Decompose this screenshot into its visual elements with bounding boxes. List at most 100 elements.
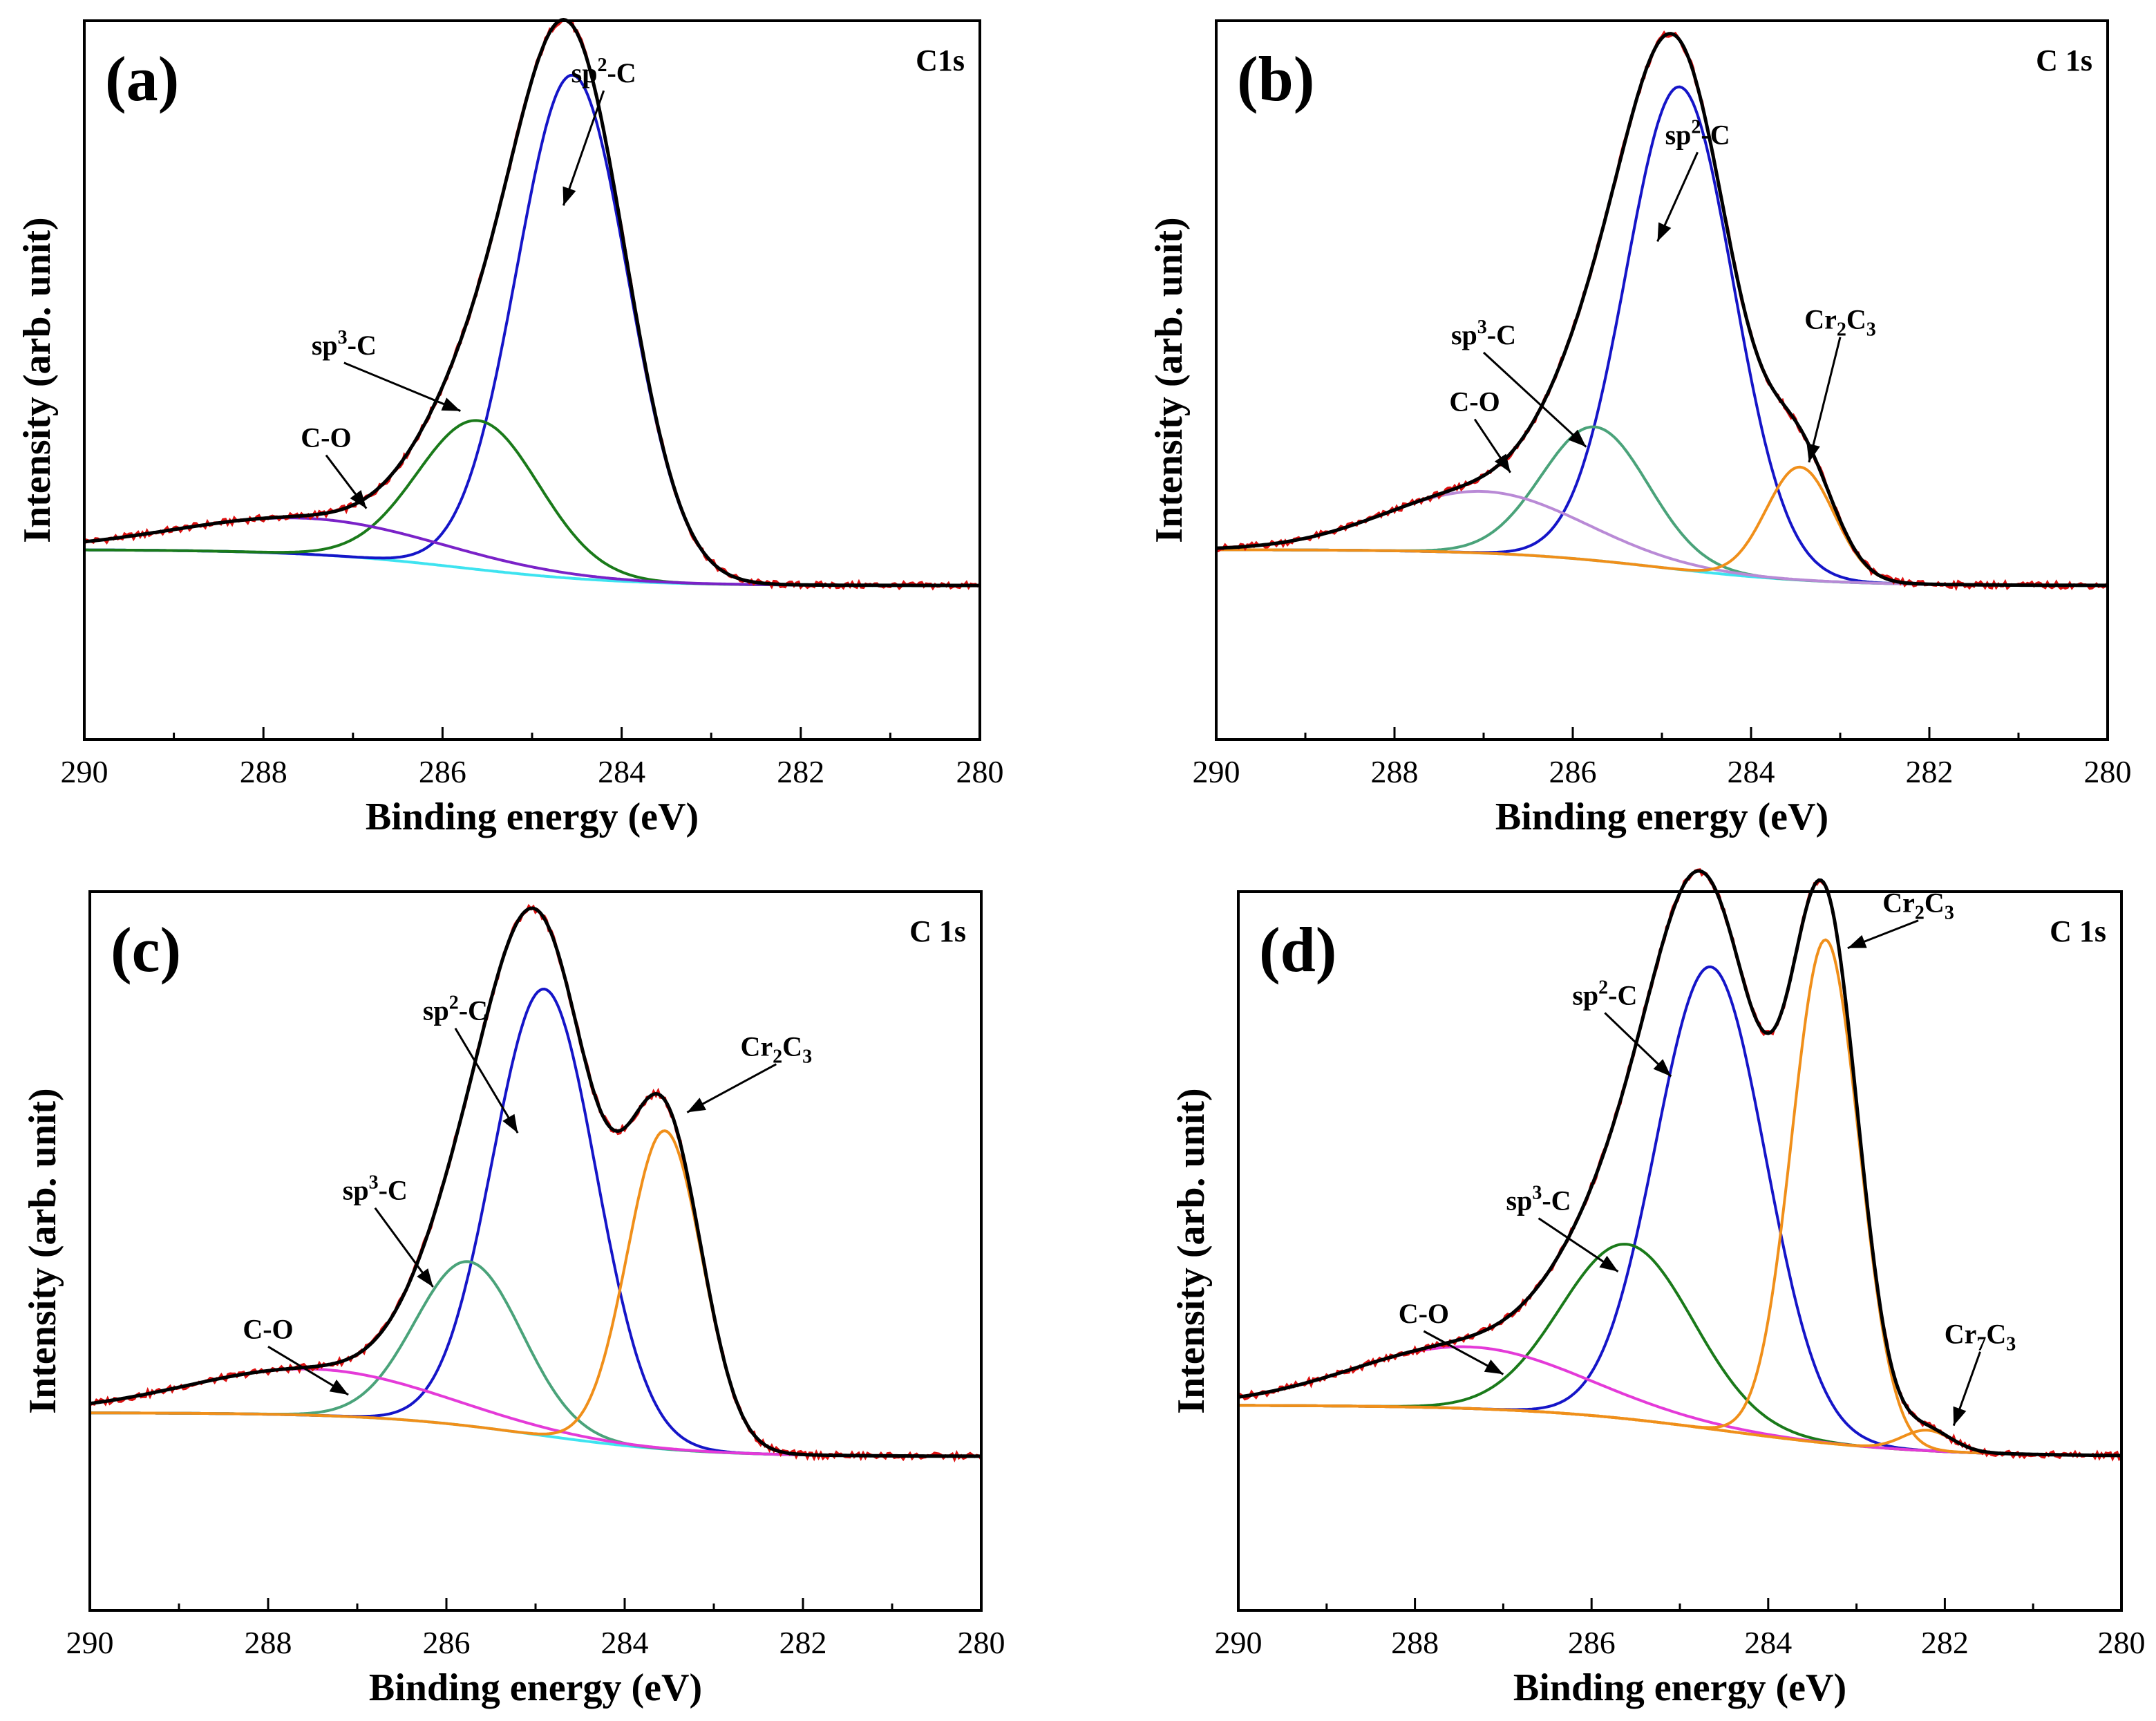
panel-letter: (a) [105,44,179,114]
component-sp2-c [1216,85,2108,587]
peak-label-sp2-c: sp2-C [571,55,636,88]
component-sp2-c [1238,965,2121,1457]
peak-arrowhead-sp3-c [1599,1255,1618,1272]
plot-frame [88,890,983,1612]
x-tick-label: 290 [1193,754,1240,789]
peak-arrow-sp3-c [343,361,461,412]
x-axis-label: Binding energy (eV) [1513,1666,1846,1709]
panel-a: 290 288 286 284 282 280 Binding energy (eV) Int… [16,17,1004,838]
peak-label-cr2c3: Cr2C3 [1804,304,1876,341]
peak-arrowhead-cr2c3 [1847,934,1867,948]
peak-arrowhead-c-o [329,1380,349,1395]
peak-arrowhead-c-o [1494,453,1511,473]
x-tick-label: 288 [240,754,287,789]
x-tick-label: 280 [958,1625,1005,1660]
panel-b: 290 288 286 284 282 280 Binding energy (eV) Int… [1148,19,2132,838]
peak-label-cr2c3: Cr2C3 [741,1031,813,1068]
peak-arrowhead-sp3-c [441,397,461,411]
spectrum-title: C 1s [2050,914,2106,948]
x-tick-label: 290 [61,754,108,789]
panel-letter: (d) [1259,914,1336,985]
peak-arrow-cr2c3 [1808,337,1842,463]
peak-arrow-sp3-c [1482,351,1587,448]
x-tick-label: 280 [2098,1625,2146,1660]
x-tick-label: 288 [1371,754,1419,789]
fitted-envelope-line [1216,32,2108,587]
fitted-envelope-line [89,906,981,1458]
y-axis-label: Intensity (arb. unit) [1148,217,1191,543]
component-sp3-c [90,1260,981,1458]
peak-label-sp3-c: sp3-C [1506,1183,1571,1216]
x-axis-label: Binding energy (eV) [366,796,699,838]
x-tick-label: 282 [1906,754,1954,789]
plot-frame [1237,890,2123,1612]
raw-data-line [83,17,981,591]
x-tick-label: 284 [598,754,645,789]
peak-arrowhead-c-o [350,489,367,509]
peak-arrowhead-sp2-c [1653,1059,1672,1077]
x-tick-label: 282 [1921,1625,1969,1660]
x-tick-label: 284 [1728,754,1775,789]
peak-arrowhead-cr2c3 [1806,443,1820,462]
x-axis-label: Binding energy (eV) [1495,796,1828,838]
x-tick-label: 286 [1549,754,1597,789]
x-tick-label: 284 [1744,1625,1792,1660]
y-axis-label: Intensity (arb. unit) [21,1088,64,1413]
x-tick-label: 290 [1215,1625,1263,1660]
plot-frame [83,19,981,741]
peak-arrow-sp2-c [562,90,605,206]
peak-label-sp3-c: sp3-C [312,327,377,361]
component-sp3-c [1216,425,2108,587]
peak-label-c-o: C-O [301,422,351,453]
component-sp3-c [84,419,980,587]
peak-label-c-o: C-O [1449,386,1500,417]
x-tick-label: 286 [423,1625,471,1660]
spectrum-title: C 1s [909,914,966,948]
x-tick-label: 286 [419,754,466,789]
x-tick-label: 286 [1568,1625,1616,1660]
y-axis-label: Intensity (arb. unit) [1170,1088,1213,1413]
x-tick-label: 290 [66,1625,114,1660]
peak-arrow-sp2-c [454,1027,519,1134]
peak-label-sp2-c: sp2-C [1665,116,1730,150]
raw-data-line [1237,868,2123,1462]
peak-arrowhead-sp2-c [1657,222,1672,242]
peak-arrowhead-sp3-c [417,1268,433,1287]
peak-label-c-o: C-O [243,1313,293,1344]
panel-letter: (c) [111,914,181,985]
peak-arrowhead-sp2-c [562,186,576,206]
component-cr2c3 [90,1129,981,1458]
peak-arrowhead-c-o [1484,1360,1504,1375]
peak-arrowhead-cr7c3 [1953,1406,1967,1426]
x-axis-label: Binding energy (eV) [369,1666,702,1709]
peak-label-sp2-c: sp2-C [1572,977,1637,1010]
peak-label-sp3-c: sp3-C [343,1172,408,1206]
fitted-envelope-line [1238,869,2121,1458]
peak-arrowhead-cr2c3 [687,1098,706,1113]
component-sp2-c [90,987,981,1458]
plot-frame [1215,19,2109,741]
component-cr2c3 [1238,938,2121,1457]
fitted-envelope-line [84,17,980,587]
x-tick-label: 280 [2084,754,2132,789]
peak-label-cr2c3: Cr2C3 [1882,887,1954,924]
panel-letter: (b) [1237,44,1314,114]
spectrum-title: C 1s [2036,44,2092,77]
y-axis-label: Intensity (arb. unit) [16,217,59,543]
x-tick-label: 280 [956,754,1004,789]
peak-label-sp2-c: sp2-C [423,993,488,1026]
peak-arrowhead-sp3-c [1568,429,1587,447]
peak-label-sp3-c: sp3-C [1451,317,1516,350]
x-tick-label: 288 [245,1625,292,1660]
x-tick-label: 288 [1391,1625,1439,1660]
x-tick-label: 284 [601,1625,649,1660]
panel-d: 290 288 286 284 282 280 Binding energy (eV) Int… [1170,868,2146,1709]
panel-c: 290 288 286 284 282 280 Binding energy (eV) Int… [21,890,1005,1709]
peak-arrowhead-sp2-c [502,1113,518,1134]
x-tick-label: 282 [779,1625,827,1660]
peak-label-c-o: C-O [1399,1298,1449,1329]
x-tick-label: 282 [777,754,824,789]
peak-label-cr7c3: Cr7C3 [1945,1319,2016,1355]
spectrum-title: C1s [916,44,965,77]
